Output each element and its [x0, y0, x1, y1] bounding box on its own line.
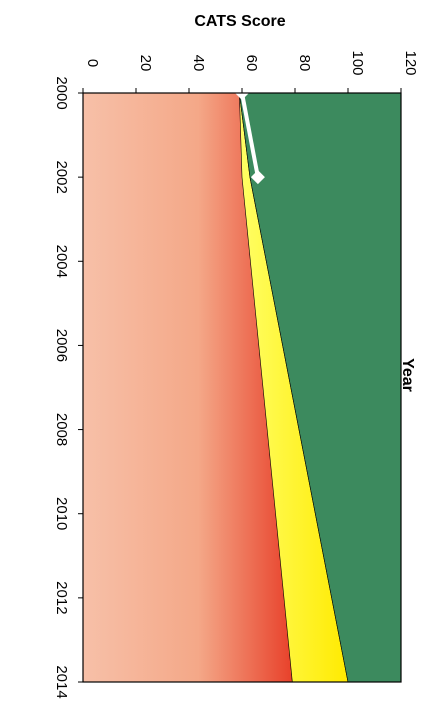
x-tick-label: 2012 [53, 581, 70, 614]
x-tick-label: 2014 [53, 665, 70, 698]
x-tick-label: 2002 [53, 160, 70, 193]
y-tick-label: 120 [402, 50, 419, 75]
x-tick-label: 2004 [53, 245, 70, 278]
x-tick-label: 2000 [53, 76, 70, 109]
y-tick-label: 40 [190, 55, 207, 72]
series-line [240, 92, 260, 178]
y-tick-label: 100 [349, 50, 366, 75]
y-axis-title: CATS Score [194, 13, 285, 30]
y-tick-label: 20 [137, 55, 154, 72]
y-tick-label: 0 [84, 59, 101, 67]
y-tick-label: 60 [243, 55, 260, 72]
x-tick-label: 2010 [53, 497, 70, 530]
x-tick-label: 2008 [53, 413, 70, 446]
plot-area: AssistanceProgressingMeeting Goal [82, 86, 402, 683]
x-axis-title: Year [399, 358, 416, 392]
y-tick-label: 80 [296, 55, 313, 72]
x-tick-label: 2006 [53, 329, 70, 362]
axes: 0 20 40 60 80 100 120 2000 2002 2004 2006 2008 2010 2… [53, 50, 419, 698]
series-marker [250, 170, 265, 185]
